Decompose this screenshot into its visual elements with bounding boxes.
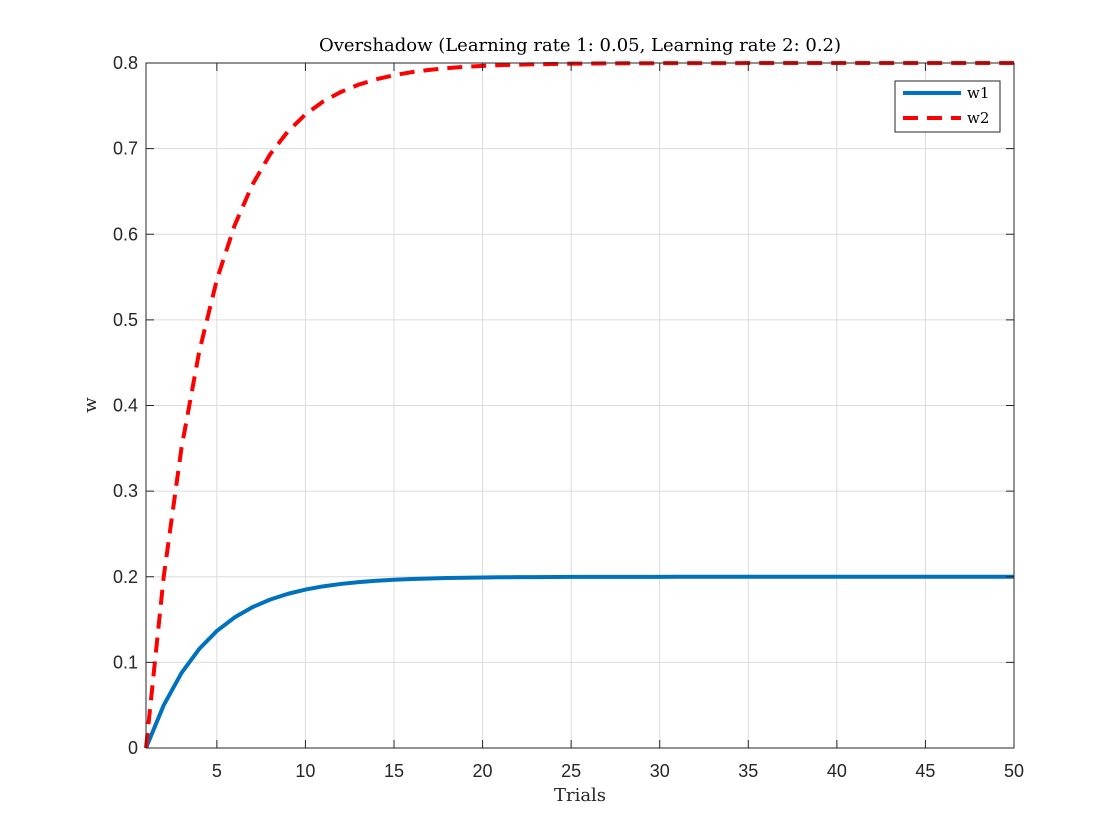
y-tick-label: 0 [128, 738, 138, 758]
x-tick-label: 20 [473, 761, 493, 781]
y-tick-label: 0.4 [113, 396, 138, 416]
y-tick-label: 0.6 [113, 224, 138, 244]
legend-entry-w1: w1 [967, 84, 989, 102]
y-tick-label: 0.2 [113, 567, 138, 587]
x-tick-label: 35 [738, 761, 758, 781]
x-axis-label: Trials [554, 785, 606, 806]
x-tick-label: 25 [561, 761, 581, 781]
legend: w1 w2 [894, 80, 1001, 133]
x-tick-label: 10 [295, 761, 315, 781]
legend-entry-w2: w2 [967, 109, 989, 127]
x-tick-label: 50 [1004, 761, 1024, 781]
y-axis-label: w [80, 397, 101, 413]
y-tick-label: 0.7 [113, 139, 138, 159]
tick-labels: 5 10 15 20 25 30 35 40 45 50 0 0.1 0.2 0.3 0.4 0.5 0.6 0.… [113, 53, 1024, 781]
x-tick-label: 45 [915, 761, 935, 781]
y-tick-label: 0.5 [113, 310, 138, 330]
ticks [146, 62, 1015, 749]
x-tick-label: 40 [827, 761, 847, 781]
y-tick-label: 0.3 [113, 481, 138, 501]
series-line-w1 [144, 574, 1014, 749]
legend-box [894, 80, 1001, 133]
y-tick-label: 0.1 [113, 652, 138, 672]
chart-title: Overshadow (Learning rate 1: 0.05, Learn… [319, 35, 841, 56]
x-tick-label: 15 [384, 761, 404, 781]
y-tick-label: 0.8 [113, 53, 138, 73]
x-tick-label: 5 [212, 761, 222, 781]
x-tick-label: 30 [650, 761, 670, 781]
